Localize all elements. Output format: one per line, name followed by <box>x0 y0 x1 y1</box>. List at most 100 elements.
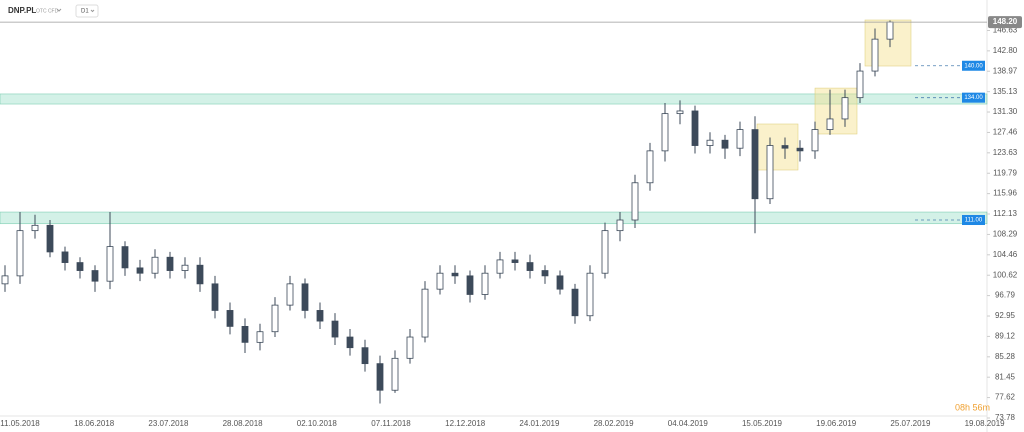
support-zone <box>0 93 988 105</box>
candle-body <box>391 357 399 391</box>
candle-body <box>556 275 564 290</box>
candle-body <box>271 304 279 333</box>
y-tick-label: 77.62 <box>995 393 1016 402</box>
x-tick-label: 28.08.2018 <box>223 419 264 428</box>
candle-body <box>856 70 864 99</box>
candle-body <box>691 110 699 146</box>
interval-dropdown[interactable] <box>90 9 95 13</box>
candle-body <box>211 283 219 311</box>
x-tick-label: 15.05.2019 <box>742 419 783 428</box>
interval-box[interactable] <box>75 4 99 18</box>
y-tick-label: 85.28 <box>995 352 1016 361</box>
candle-body <box>736 129 744 149</box>
y-tick-label: 100.62 <box>993 270 1018 279</box>
candle-body <box>541 270 549 277</box>
candle-body <box>886 21 894 40</box>
candle-body <box>466 275 474 295</box>
candle-body <box>241 325 249 343</box>
candle-body <box>661 113 669 152</box>
candle-body <box>76 262 84 271</box>
countdown: 08h 56m <box>955 402 990 412</box>
x-tick-label: 04.04.2019 <box>668 419 709 428</box>
candle-body <box>436 272 444 290</box>
x-tick-label: 07.11.2018 <box>371 419 411 428</box>
candle-body <box>751 129 759 200</box>
candle-body <box>766 145 774 200</box>
y-tick-label: 123.63 <box>993 148 1018 157</box>
level-box <box>962 92 985 103</box>
interval[interactable]: D1 <box>81 9 89 15</box>
symbol[interactable]: DNP.PL <box>8 6 36 15</box>
candle-body <box>166 256 174 271</box>
y-tick-label: 92.95 <box>995 311 1016 320</box>
candle-body <box>361 347 369 365</box>
y-tick-label: 112.13 <box>993 209 1017 218</box>
candle-body <box>16 230 24 277</box>
highlight-box <box>756 123 799 171</box>
candle-body <box>511 259 519 263</box>
candle-body <box>406 336 414 359</box>
x-tick-label: 19.06.2019 <box>816 419 857 428</box>
candle-body <box>31 224 39 232</box>
candle-body <box>631 182 639 221</box>
candle-body <box>1 275 9 285</box>
y-tick-label: 138.97 <box>993 66 1018 75</box>
candle-body <box>706 139 714 146</box>
candle-body <box>196 264 204 285</box>
candle-body <box>301 283 309 311</box>
last-price-box <box>988 16 1022 29</box>
candle-body <box>106 246 114 282</box>
y-tick-label: 81.45 <box>995 372 1016 381</box>
candle-body <box>151 256 159 274</box>
candle-body <box>451 272 459 277</box>
y-tick-label: 127.46 <box>993 128 1018 137</box>
candle-body <box>796 147 804 152</box>
candle-body <box>826 118 834 130</box>
level-box <box>962 60 985 71</box>
market: OTC CFD <box>36 8 59 14</box>
x-tick-label: 24.01.2019 <box>519 419 560 428</box>
y-tick-label: 73.78 <box>995 413 1016 422</box>
x-tick-label: 11.05.2018 <box>0 419 40 428</box>
candle-body <box>601 230 609 274</box>
candle-body <box>646 150 654 184</box>
candle-body <box>136 267 144 274</box>
plot <box>0 19 988 404</box>
candle-body <box>811 129 819 152</box>
x-tick-label: 23.07.2018 <box>148 419 189 428</box>
candle-body <box>346 336 354 349</box>
candle-body <box>91 270 99 282</box>
y-tick-label: 96.79 <box>995 291 1016 300</box>
candle-body <box>871 38 879 72</box>
candle-body <box>481 272 489 295</box>
last-price-label: 148.20 <box>993 17 1018 26</box>
symbol-dropdown[interactable] <box>56 8 62 12</box>
y-tick-label: 142.80 <box>993 46 1018 55</box>
candle-body <box>181 264 189 271</box>
candle-body <box>121 246 129 269</box>
candle-body <box>256 331 264 343</box>
support-zone <box>0 211 988 225</box>
y-tick-label: 146.63 <box>993 26 1018 35</box>
level-label: 140.00 <box>964 63 983 69</box>
y-tick-label: 104.46 <box>993 250 1018 259</box>
candle-body <box>781 145 789 149</box>
level-label: 134.00 <box>964 95 983 101</box>
x-tick-label: 18.06.2018 <box>74 419 115 428</box>
x-tick-label: 19.08.2019 <box>965 419 1006 428</box>
y-tick-label: 89.12 <box>995 332 1016 341</box>
candle-body <box>616 219 624 232</box>
x-tick-label: 02.10.2018 <box>297 419 338 428</box>
x-tick-label: 12.12.2018 <box>445 419 486 428</box>
candle-body <box>316 310 324 322</box>
highlight-box <box>814 87 858 135</box>
x-tick-label: 25.07.2019 <box>890 419 931 428</box>
candle-body <box>286 283 294 306</box>
candle-body <box>46 224 54 253</box>
y-tick-label: 115.96 <box>993 189 1017 198</box>
candle-body <box>331 320 339 338</box>
candle-body <box>721 139 729 149</box>
